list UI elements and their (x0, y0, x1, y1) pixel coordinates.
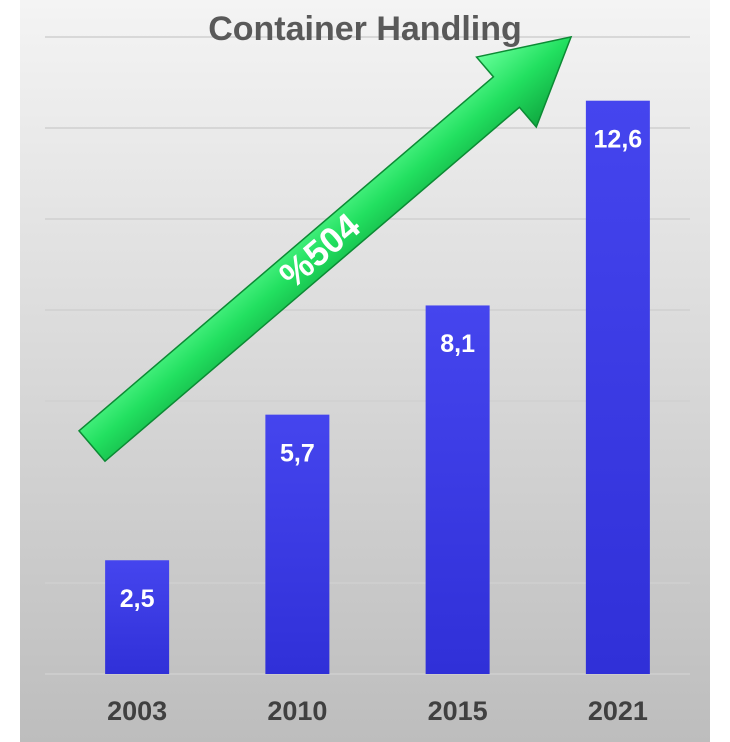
bar (105, 560, 170, 674)
bar (425, 305, 490, 674)
value-label: 5,7 (280, 439, 315, 467)
x-tick-label: 2010 (267, 696, 327, 726)
value-label: 2,5 (120, 585, 155, 613)
value-label: 8,1 (440, 330, 475, 358)
x-tick-label: 2021 (588, 696, 648, 726)
bar (265, 414, 330, 674)
bars: 2,5 5,7 8,1 12,6 (105, 100, 650, 674)
value-label: 12,6 (594, 125, 643, 153)
bar (585, 100, 650, 674)
x-tick-label: 2003 (107, 696, 167, 726)
x-tick-label: 2015 (428, 696, 488, 726)
chart-title: Container Handling (208, 10, 522, 48)
arrow-shape (77, 35, 573, 463)
